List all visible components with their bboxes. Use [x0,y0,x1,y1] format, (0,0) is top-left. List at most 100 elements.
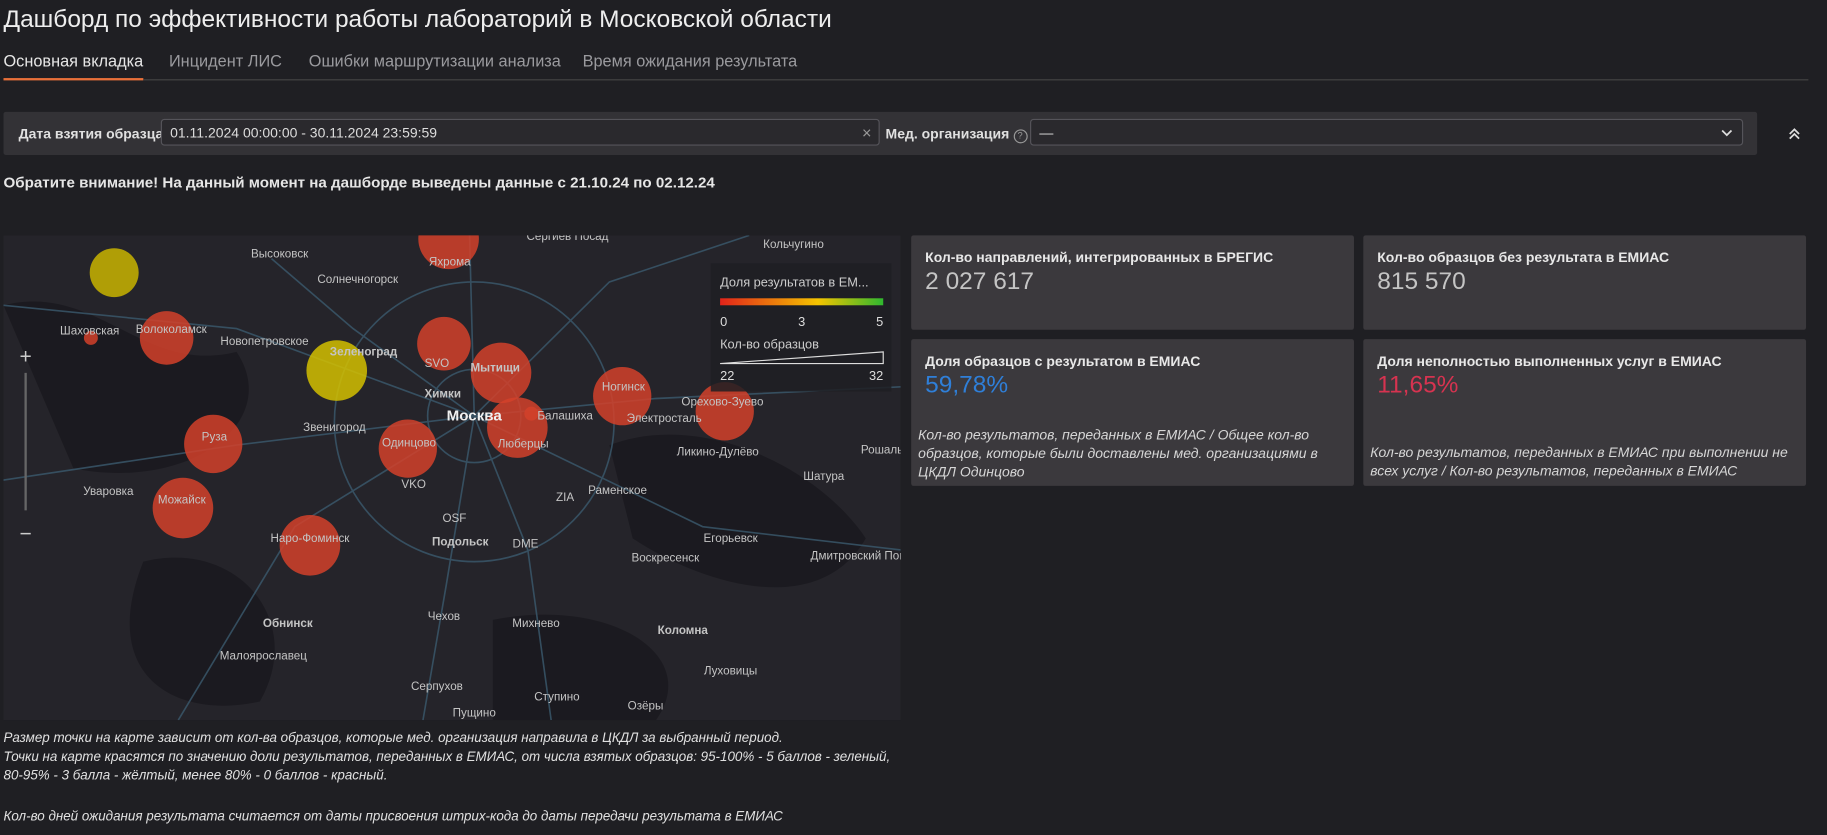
org-value: — [1039,124,1054,141]
place-label: Шаховская [60,324,119,337]
card-title: Доля образцов с результатом в ЕМИАС [925,353,1201,370]
place-label: Ногинск [602,380,646,393]
zoom-in[interactable]: + [20,346,32,369]
zoom-out[interactable]: − [20,523,32,546]
tab[interactable]: Время ожидания результата [582,51,798,70]
org-select[interactable]: — [1030,118,1744,146]
kpi-card: Кол-во направлений, интегрированных в БР… [911,235,1354,330]
place-label: Обнинск [263,617,313,630]
tab[interactable]: Инцидент ЛИС [168,51,282,70]
place-label: Шатура [803,470,845,483]
place-label: Уваровка [83,485,134,498]
place-label: Малоярославец [220,650,308,663]
card-value: 2 027 617 [925,267,1035,295]
card-note: Кол-во результатов, переданных в ЕМИАС /… [918,426,1318,481]
place-label: Яхрома [429,256,471,269]
place-label: Ступино [534,690,579,703]
tab[interactable]: Ошибки маршрутизации анализа [308,51,561,70]
kpi-card: Кол-во образцов без результата в ЕМИАС 8… [1363,235,1807,330]
place-label: Михнево [512,617,559,630]
map-dot [139,311,194,365]
place-label: Егорьевск [703,532,758,545]
place-label: Пущино [453,707,496,720]
card-note: Кол-во результатов, переданных в ЕМИАС п… [1370,443,1788,479]
zoom-track [24,372,27,511]
place-label: Мытищи [470,362,519,375]
place-label: Москва [447,408,503,425]
place-label: Рошаль [861,443,901,456]
map-dot [83,330,98,345]
card-title: Доля неполностью выполненных услуг в ЕМИ… [1377,353,1722,370]
legend-title: Доля результатов в ЕМ... [720,275,868,290]
place-label: Ликино-Дулёво [677,446,759,459]
place-label: Наро-Фоминск [270,532,350,545]
card-title: Кол-во образцов без результата в ЕМИАС [1377,249,1670,266]
page-title: Дашборд по эффективности работы лаборато… [3,5,832,33]
date-value: 01.11.2024 00:00:00 - 30.11.2024 23:59:5… [170,124,438,141]
clear-icon[interactable]: × [862,123,872,143]
footnote: Размер точки на карте зависит от кол-ва … [3,731,783,746]
place-label: DME [513,538,539,551]
org-label: Мед. организация [885,125,1010,143]
dropdown-icon [1721,129,1733,137]
place-label: VKO [401,478,426,491]
map-dot [184,414,243,474]
map-dot [524,406,539,421]
legend-tick: 3 [798,314,805,329]
place-label: SVO [425,357,450,370]
map-dot [152,477,214,539]
card-value: 11,65% [1377,371,1459,399]
place-label: Подольск [432,535,489,548]
map-legend: Доля результатов в ЕМ... 0 3 5 Кол-во об… [710,263,892,392]
map-dot [593,367,652,426]
map-dot [470,342,532,404]
legend-tick: 0 [720,314,727,329]
place-label: Высоковск [251,248,309,261]
card-value: 815 570 [1377,267,1466,295]
map-dot [378,419,437,478]
place-label: Волоколамск [136,323,208,336]
card-title: Кол-во направлений, интегрированных в БР… [925,249,1274,266]
place-label: Химки [425,387,462,400]
place-label: Балашиха [537,409,593,422]
notice: Обратите внимание! На данный момент на д… [3,173,715,192]
kpi-card: Доля образцов с результатом в ЕМИАС 59,7… [911,339,1354,486]
filter-bar: Дата взятия образца 01.11.2024 00:00:00 … [3,111,1758,155]
tab-divider [143,79,1809,81]
place-label: Серпухов [411,680,463,693]
place-label: Кольчугино [763,238,824,251]
place-label: Луховицы [704,665,757,678]
map-dot [417,316,471,371]
place-label: Солнечногорск [317,273,399,286]
card-value: 59,78% [925,371,1009,399]
place-label: Одинцово [382,436,436,449]
filter-label: Дата взятия образца [18,125,164,143]
collapse-icon[interactable] [1786,126,1802,142]
place-label: Зеленоград [330,345,398,358]
help-icon[interactable]: ? [1013,129,1028,144]
place-label: Новопетровское [220,335,308,348]
place-label: Сергиев Посад [526,235,608,243]
place-label: Люберцы [498,437,549,450]
place-label: Руза [202,430,228,443]
place-label: Коломна [658,624,709,637]
footnote: Точки на карте красятся по значению доли… [3,750,891,784]
place-label: ZIA [556,491,574,504]
legend-tick: 5 [876,314,883,329]
legend-tick: 32 [869,368,883,383]
place-label: Чехов [428,610,460,623]
footnote: Кол-во дней ожидания результата считаетс… [3,809,783,824]
tab[interactable]: Основная вкладка [3,51,144,70]
place-label: Озёры [628,700,664,713]
map-dot [279,515,341,576]
map-dot [89,248,139,298]
place-label: Электросталь [627,412,702,425]
map-dot [306,340,368,401]
map-dot [418,235,479,270]
place-label: Орехово-Зуево [681,395,763,408]
place-label: Можайск [158,493,207,506]
date-input[interactable]: 01.11.2024 00:00:00 - 30.11.2024 23:59:5… [160,118,880,146]
legend-tick: 22 [720,368,734,383]
